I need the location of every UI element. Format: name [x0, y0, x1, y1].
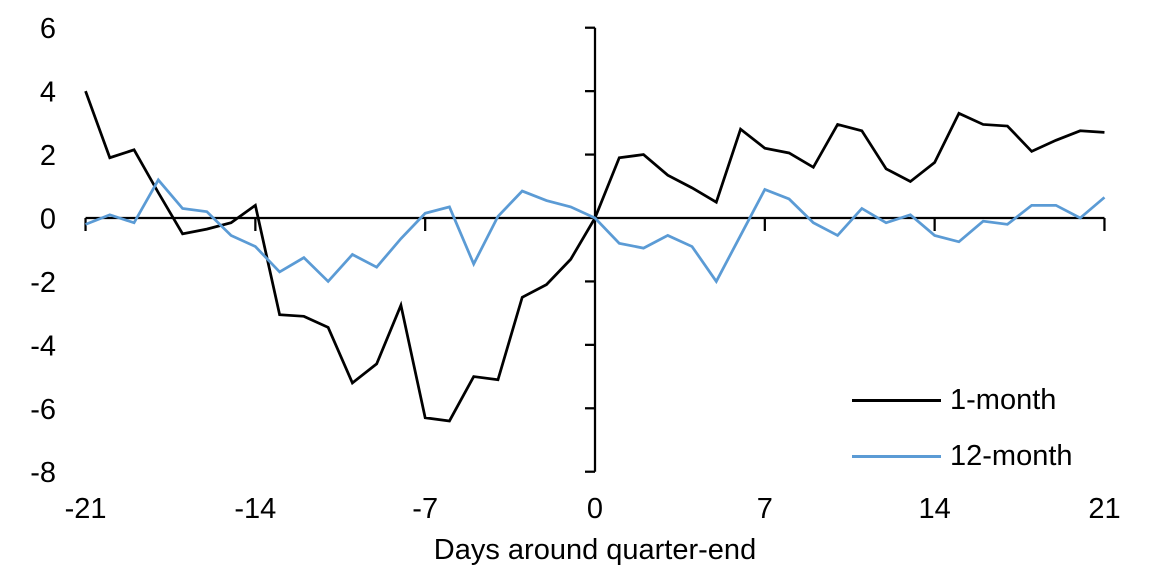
x-tick-label: -7 [412, 493, 438, 525]
legend: 1-month 12-month [852, 385, 1073, 471]
x-tick-label: -21 [65, 493, 107, 525]
y-tick-label: -8 [30, 457, 56, 489]
legend-item-12-month: 12-month [852, 441, 1073, 471]
y-tick-label: -4 [30, 330, 56, 362]
legend-line-1-month [852, 398, 941, 402]
y-tick-label: 4 [40, 77, 56, 109]
x-tick-label: 21 [1088, 493, 1120, 525]
y-tick-label: -6 [30, 394, 56, 426]
x-tick-label: 0 [587, 493, 603, 525]
legend-label-1-month: 1-month [950, 384, 1057, 416]
x-tick-label: 7 [757, 493, 773, 525]
legend-label-12-month: 12-month [950, 440, 1073, 472]
x-axis-title: Days around quarter-end [433, 534, 757, 566]
legend-item-1-month: 1-month [852, 385, 1073, 415]
y-tick-label: 2 [40, 140, 56, 172]
legend-line-12-month [852, 454, 941, 458]
series-line-12-month [85, 177, 1106, 285]
y-tick-label: 0 [40, 204, 56, 236]
x-tick-label: 14 [919, 493, 951, 525]
y-tick-label: -2 [30, 267, 56, 299]
y-tick-label: 6 [40, 13, 56, 45]
x-tick-label: -14 [234, 493, 276, 525]
